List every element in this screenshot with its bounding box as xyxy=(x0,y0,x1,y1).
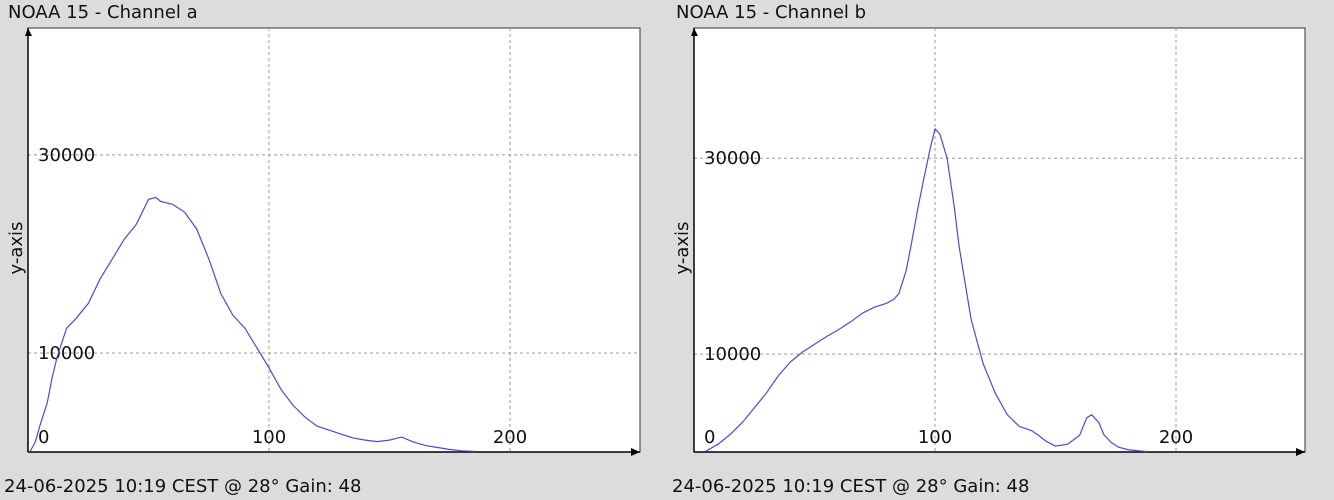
y-tick-label: 30000 xyxy=(704,148,761,169)
x-tick-label: 100 xyxy=(252,427,286,448)
series-line xyxy=(29,196,474,452)
y-tick-label: 10000 xyxy=(38,343,95,364)
y-axis-arrow xyxy=(25,28,32,36)
y-axis-arrow xyxy=(691,28,698,36)
x-axis-arrow xyxy=(1296,448,1305,456)
panel-a-title: NOAA 15 - Channel a xyxy=(8,2,198,23)
series-line xyxy=(705,127,1148,453)
chart-a: 0 100 200 10000 30000 y-axis xyxy=(6,27,641,456)
x-axis-arrow xyxy=(631,448,640,456)
y-axis-label: y-axis xyxy=(672,222,693,275)
x-tick-label: 200 xyxy=(493,427,527,448)
y-tick-label: 10000 xyxy=(704,344,761,365)
plot-area xyxy=(693,27,1306,453)
panel-b-title: NOAA 15 - Channel b xyxy=(676,2,867,23)
x-tick-label: 0 xyxy=(38,427,49,448)
panel-a-footer: 24-06-2025 10:19 CEST @ 28° Gain: 48 xyxy=(4,476,362,497)
x-tick-label: 100 xyxy=(918,427,952,448)
y-axis-label: y-axis xyxy=(6,222,27,275)
panel-b-footer: 24-06-2025 10:19 CEST @ 28° Gain: 48 xyxy=(672,476,1030,497)
y-tick-label: 30000 xyxy=(38,145,95,166)
x-tick-label: 0 xyxy=(704,427,715,448)
chart-b: 0 100 200 10000 30000 y-axis xyxy=(672,27,1306,456)
x-tick-label: 200 xyxy=(1159,427,1193,448)
plot-area xyxy=(27,27,641,453)
